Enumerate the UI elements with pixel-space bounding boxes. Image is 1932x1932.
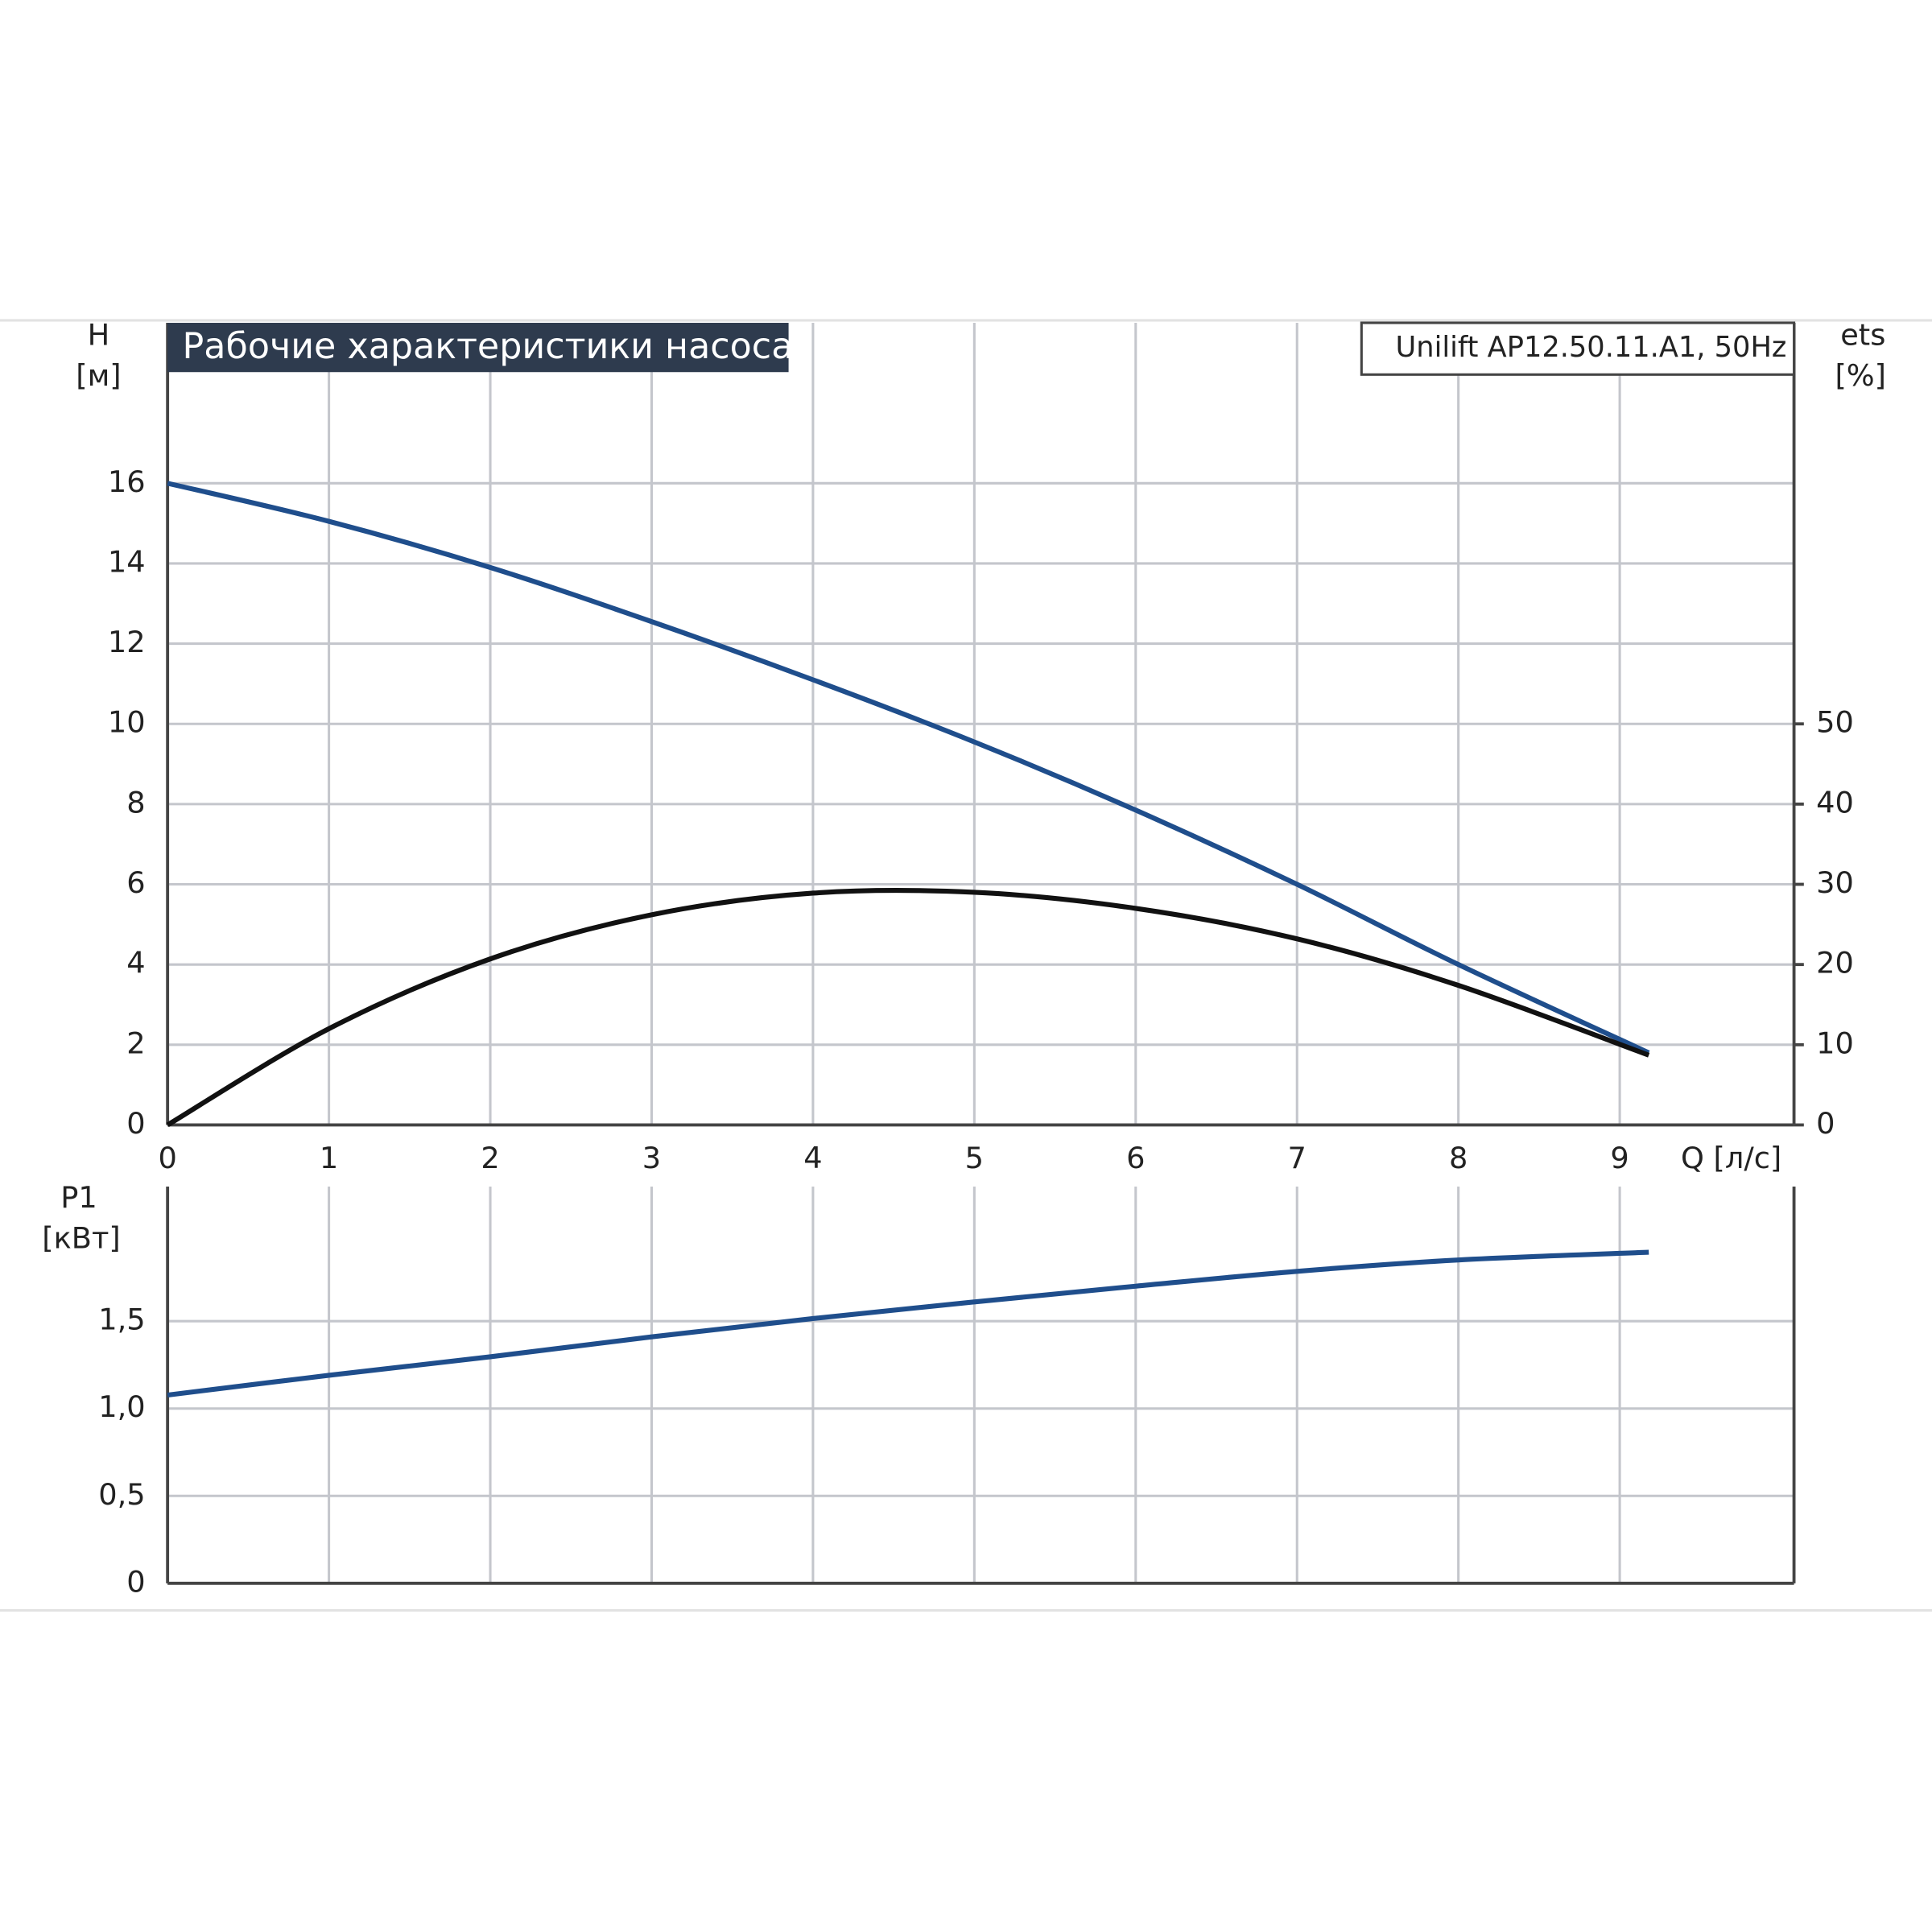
- x-tick-label: 1: [320, 1141, 338, 1175]
- y-tick-label: 12: [108, 625, 146, 659]
- x-tick-label: 2: [481, 1141, 499, 1175]
- y-tick-label: 16: [108, 464, 146, 499]
- y-axis-unit: [кВт]: [42, 1220, 120, 1255]
- y-tick-label: 8: [126, 785, 145, 819]
- y2-tick-label: 20: [1816, 946, 1854, 980]
- y2-tick-label: 10: [1816, 1026, 1854, 1060]
- x-tick-label: 7: [1288, 1141, 1307, 1175]
- y-tick-label: 1,0: [98, 1389, 145, 1424]
- y2-tick-label: 30: [1816, 865, 1854, 900]
- y2-tick-label: 0: [1816, 1106, 1835, 1141]
- chart-subtitle: Unilift AP12.50.11.A1, 50Hz: [1396, 331, 1787, 364]
- y-tick-label: 10: [108, 705, 146, 740]
- y-tick-label: 6: [126, 865, 145, 900]
- y-axis-label: H: [88, 317, 110, 352]
- chart-title: Рабочие характеристики насоса: [183, 326, 794, 367]
- x-tick-label: 5: [965, 1141, 984, 1175]
- curve: [166, 887, 1650, 1128]
- y-tick-label: 2: [126, 1026, 145, 1060]
- title-background: [167, 323, 789, 373]
- x-tick-label: 6: [1126, 1141, 1145, 1175]
- y2-tick-label: 40: [1816, 785, 1854, 819]
- x-tick-label: 4: [803, 1141, 822, 1175]
- subtitle-box: [1360, 321, 1796, 376]
- x-tick-label: 9: [1610, 1141, 1629, 1175]
- y-tick-label: 4: [126, 946, 145, 980]
- x-tick-label: 0: [158, 1141, 176, 1175]
- y2-axis-label: ets: [1840, 317, 1885, 352]
- x-tick-label: 3: [642, 1141, 661, 1175]
- x-tick-label: 8: [1449, 1141, 1468, 1175]
- y-tick-label: 14: [108, 544, 146, 579]
- y-tick-label: 0,5: [98, 1477, 145, 1512]
- y-axis-unit: [м]: [76, 358, 121, 393]
- y-tick-label: 0: [126, 1564, 145, 1599]
- y-tick-label: 0: [126, 1106, 145, 1141]
- y2-axis-unit: [%]: [1835, 358, 1886, 393]
- y-axis-label: P1: [60, 1180, 97, 1215]
- y-tick-label: 1,5: [98, 1302, 145, 1337]
- curve: [167, 481, 1650, 1055]
- x-axis-label: Q [л/с]: [1681, 1141, 1781, 1175]
- y2-tick-label: 50: [1816, 705, 1854, 740]
- curve: [167, 1249, 1649, 1398]
